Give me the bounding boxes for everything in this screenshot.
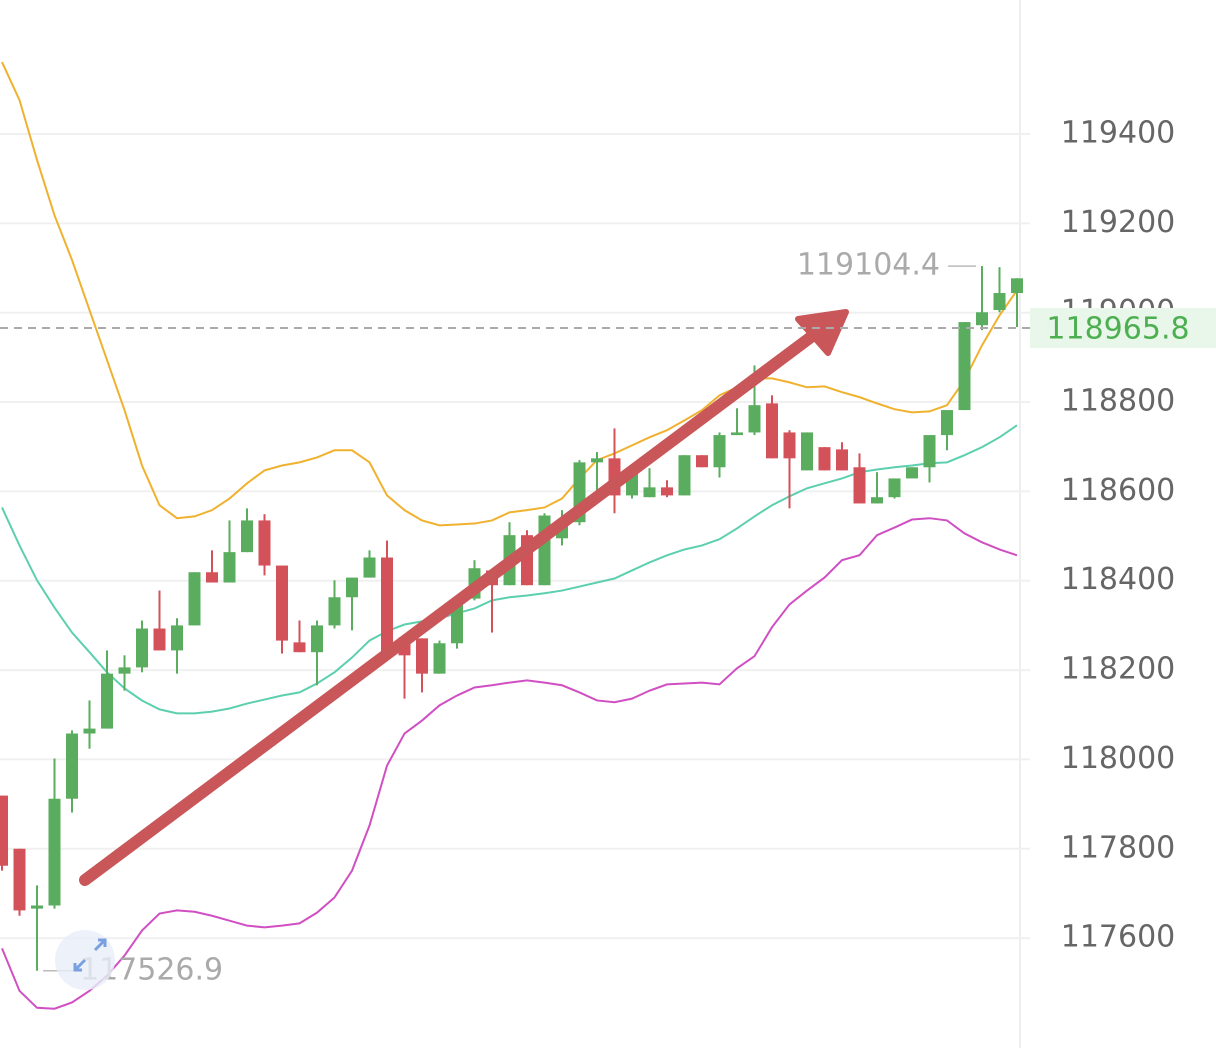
candle-body — [118, 667, 131, 674]
y-tick-label: 118000 — [1061, 741, 1176, 776]
y-tick-label: 117800 — [1061, 830, 1176, 865]
candle-body — [206, 572, 218, 583]
candle-body — [0, 795, 8, 866]
float-icon-glyph — [73, 938, 107, 972]
candle-body — [713, 435, 726, 468]
candle-body — [381, 557, 393, 656]
candle-body — [363, 557, 376, 578]
candle-body — [101, 673, 113, 729]
candle-body — [696, 455, 708, 468]
band-line — [1, 424, 1018, 715]
y-tick-label: 117600 — [1061, 920, 1176, 955]
candle-body — [48, 798, 61, 906]
candle-body — [643, 487, 656, 498]
last-price-tag — [1030, 307, 1216, 348]
candle-body — [258, 520, 271, 566]
candle-body — [416, 638, 428, 674]
candle-body — [433, 643, 446, 674]
y-tick-label: 118200 — [1061, 652, 1176, 687]
candle-body — [801, 432, 813, 471]
candle-body — [136, 628, 148, 668]
candle-body — [66, 733, 78, 799]
candle-body — [31, 905, 43, 909]
candle-body — [591, 458, 603, 463]
candle-body — [276, 565, 288, 641]
candle-body — [153, 628, 166, 651]
candle-body — [941, 410, 953, 436]
candle-body — [241, 520, 253, 553]
y-tick-label: 118400 — [1061, 562, 1176, 597]
candle-body — [1011, 278, 1023, 294]
candle-body — [783, 432, 796, 459]
arrow-head — [795, 309, 849, 356]
candle-body — [171, 625, 183, 651]
annotation-arrow — [55, 309, 849, 990]
candle-body — [223, 552, 236, 583]
y-axis: 117600 117800 118000 118200 118400 118600 1188… — [1061, 116, 1176, 955]
candle-body — [346, 577, 358, 598]
candle-body — [188, 572, 201, 626]
band-line — [1, 61, 1018, 527]
candle-body — [661, 487, 673, 496]
last-price: 118965.8 — [0, 307, 1216, 348]
candle-body — [923, 435, 936, 468]
candle-body — [976, 312, 988, 326]
candle-body — [311, 625, 323, 653]
candle-body — [766, 403, 778, 459]
band-line — [1, 517, 1018, 1010]
candle-body — [678, 455, 691, 496]
candle-body — [731, 432, 743, 436]
candle-body — [293, 642, 306, 653]
y-tick-label: 118800 — [1061, 384, 1176, 419]
y-tick-label: 119200 — [1061, 205, 1176, 240]
candle-body — [83, 728, 96, 734]
candle-body — [906, 467, 918, 479]
candle-body — [13, 848, 26, 911]
arrow-shaft — [79, 328, 821, 886]
candle-body — [818, 447, 831, 471]
candle-body — [993, 293, 1006, 311]
last-price-label: 118965.8 — [1046, 311, 1189, 346]
y-tick-label: 118600 — [1061, 473, 1176, 508]
candle-body — [888, 478, 901, 498]
candle-body — [853, 467, 866, 504]
candle-body — [958, 322, 971, 411]
candle-body — [328, 597, 341, 626]
candle-body — [871, 497, 883, 504]
candle-body — [748, 405, 761, 433]
candle-body — [836, 449, 848, 471]
y-tick-label: 119400 — [1061, 116, 1176, 151]
max-label: 119104.4 — [797, 248, 940, 283]
